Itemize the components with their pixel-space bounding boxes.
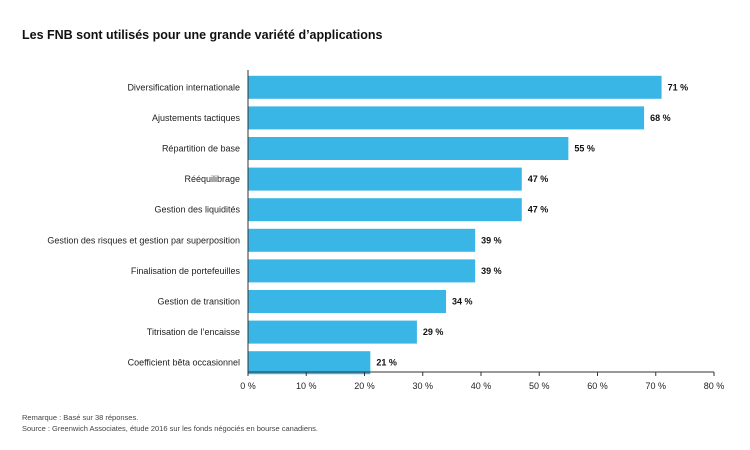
value-label: 47 % [528, 205, 549, 215]
value-label: 47 % [528, 174, 549, 184]
bar-7 [248, 259, 476, 283]
category-label: Gestion des risques et gestion par super… [47, 235, 240, 245]
source-note: Source : Greenwich Associates, étude 201… [22, 424, 319, 433]
category-label: Finalisation de portefeuilles [131, 266, 241, 276]
bar-9 [248, 320, 417, 344]
bar-8 [248, 290, 447, 313]
value-label: 34 % [452, 297, 473, 307]
x-tick-label: 40 % [471, 381, 492, 391]
category-label: Ajustements tactiques [152, 113, 241, 123]
x-tick-label: 20 % [354, 381, 375, 391]
value-label: 29 % [423, 327, 444, 337]
category-label: Coefficient bêta occasionnel [128, 358, 240, 368]
chart-notes: Remarque : Basé sur 38 réponses. Source … [22, 412, 318, 434]
x-tick-label: 50 % [529, 381, 550, 391]
chart-title: Les FNB sont utilisés pour une grande va… [22, 28, 383, 42]
x-tick-label: 10 % [296, 381, 317, 391]
bar-3 [248, 137, 569, 160]
category-label: Rééquilibrage [184, 174, 240, 184]
x-tick-label: 80 % [704, 381, 725, 391]
value-label: 39 % [481, 235, 502, 245]
bar-2 [248, 106, 645, 130]
value-label: 71 % [668, 82, 689, 92]
bar-6 [248, 228, 476, 252]
bars-layer [248, 75, 662, 375]
labels-layer: Diversification internationale 71 % Ajuste… [47, 82, 688, 367]
category-label: Gestion des liquidités [154, 205, 240, 215]
bar-1 [248, 75, 662, 99]
value-label: 68 % [650, 113, 671, 123]
category-label: Répartition de base [162, 144, 240, 154]
value-label: 21 % [376, 358, 397, 368]
x-tick-label: 60 % [587, 381, 608, 391]
bar-10 [248, 351, 371, 375]
category-label: Titrisation de l’encaisse [147, 327, 240, 337]
category-label: Diversification internationale [127, 82, 240, 92]
value-label: 55 % [574, 144, 595, 154]
value-label: 39 % [481, 266, 502, 276]
remark-note: Remarque : Basé sur 38 réponses. [22, 413, 139, 422]
bar-4 [248, 167, 522, 191]
x-tick-label: 30 % [412, 381, 433, 391]
x-tick-label: 0 % [240, 381, 256, 391]
bar-chart: Diversification internationale 71 % Ajuste… [47, 70, 724, 391]
category-label: Gestion de transition [157, 297, 240, 307]
x-tick-label: 70 % [645, 381, 666, 391]
x-axis: 0 % 10 % 20 % 30 % 40 % 50 % 60 % 70 % 80 % [240, 70, 724, 391]
bar-5 [248, 198, 522, 222]
